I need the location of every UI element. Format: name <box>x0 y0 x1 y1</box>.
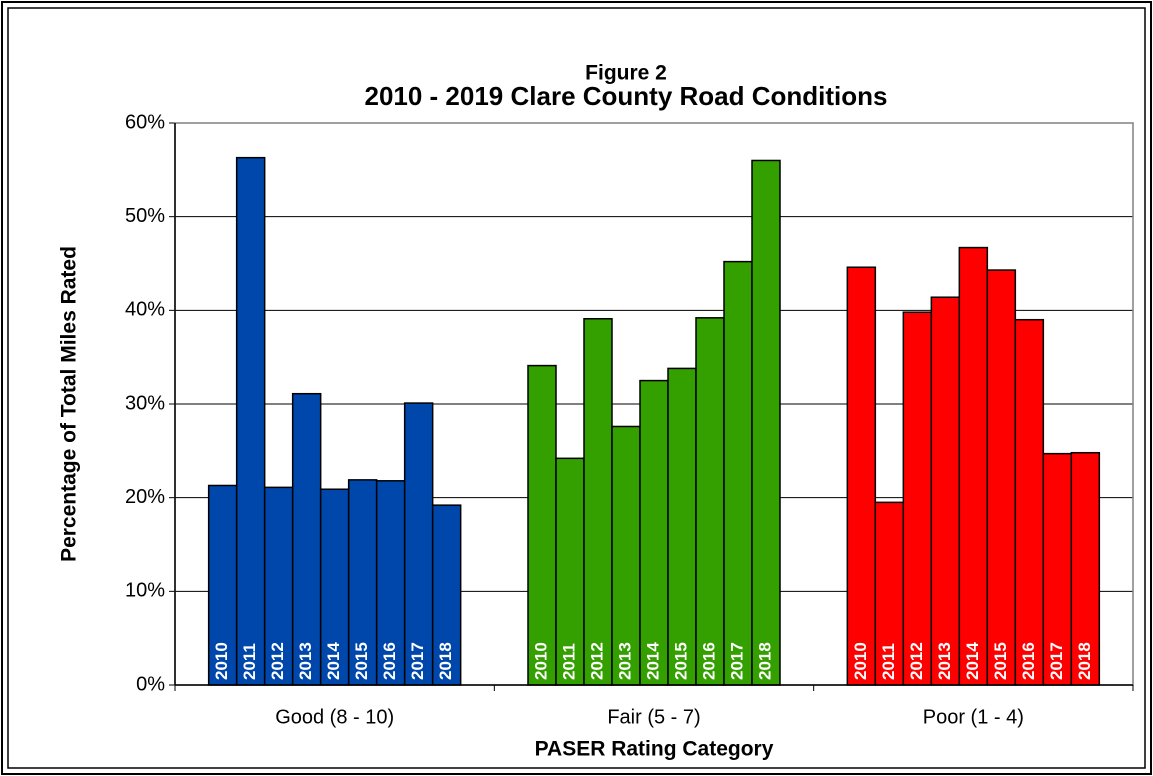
y-tick-label: 20% <box>125 486 165 508</box>
bar-year-label: 2010 <box>212 642 231 680</box>
bar-year-label: 2012 <box>587 642 606 680</box>
y-tick-label: 30% <box>125 392 165 414</box>
bar <box>751 159 781 686</box>
bar <box>667 367 697 686</box>
bar-year-label: 2015 <box>352 642 371 680</box>
bar <box>235 156 266 686</box>
bar <box>846 266 877 686</box>
bar-year-label: 2013 <box>296 642 315 680</box>
bar-year-label: 2014 <box>643 642 662 680</box>
bar-year-label: 2018 <box>755 642 774 680</box>
bar <box>874 501 905 686</box>
bar <box>639 379 669 686</box>
x-tick-label: Fair (5 - 7) <box>607 706 700 728</box>
y-axis-label: Percentage of Total Miles Rated <box>58 246 81 562</box>
bar-year-label: 2011 <box>240 643 259 680</box>
chart-subtitle: 2010 - 2019 Clare County Road Conditions <box>364 81 887 111</box>
bar-year-label: 2016 <box>380 642 399 680</box>
x-tick-label: Good (8 - 10) <box>275 706 394 728</box>
y-tick-label: 40% <box>125 299 165 321</box>
y-tick-label: 50% <box>125 205 165 227</box>
bar-year-label: 2017 <box>408 642 427 680</box>
bar-year-label: 2010 <box>851 642 870 680</box>
bar-year-label: 2018 <box>436 642 455 680</box>
bar-year-label: 2012 <box>268 642 287 680</box>
y-tick-label: 10% <box>125 580 165 602</box>
bar <box>958 246 989 686</box>
bar-year-label: 2016 <box>699 642 718 680</box>
bar <box>723 260 753 686</box>
chart-title: Figure 2 <box>585 62 667 85</box>
bar <box>431 504 462 686</box>
bar-year-label: 2011 <box>559 643 578 680</box>
bar <box>583 318 613 686</box>
bar-year-label: 2018 <box>1075 642 1094 680</box>
bar-year-label: 2014 <box>324 642 343 680</box>
bar <box>375 480 406 686</box>
bar-year-label: 2015 <box>671 642 690 680</box>
bar-year-label: 2011 <box>879 643 898 680</box>
bar <box>1014 318 1045 686</box>
bar <box>902 311 933 686</box>
y-tick-label: 0% <box>136 673 165 695</box>
bar <box>263 486 294 686</box>
bar-year-label: 2013 <box>615 642 634 680</box>
bar-year-label: 2010 <box>531 642 550 680</box>
bar-year-label: 2012 <box>907 642 926 680</box>
bar-year-label: 2013 <box>935 642 954 680</box>
bar-year-label: 2017 <box>727 642 746 680</box>
bar <box>930 296 961 686</box>
bar <box>611 425 641 686</box>
bar <box>291 392 322 686</box>
y-tick-label: 60% <box>125 111 165 133</box>
bar-year-label: 2015 <box>991 642 1010 680</box>
inner-frame <box>7 7 1146 769</box>
bar <box>527 364 557 686</box>
bar <box>986 269 1017 686</box>
bar-year-label: 2017 <box>1047 642 1066 680</box>
bar-year-label: 2016 <box>1019 642 1038 680</box>
bar-year-label: 2014 <box>963 642 982 680</box>
x-tick-label: Poor (1 - 4) <box>923 706 1024 728</box>
x-axis-label: PASER Rating Category <box>535 738 774 761</box>
bar <box>695 317 725 686</box>
